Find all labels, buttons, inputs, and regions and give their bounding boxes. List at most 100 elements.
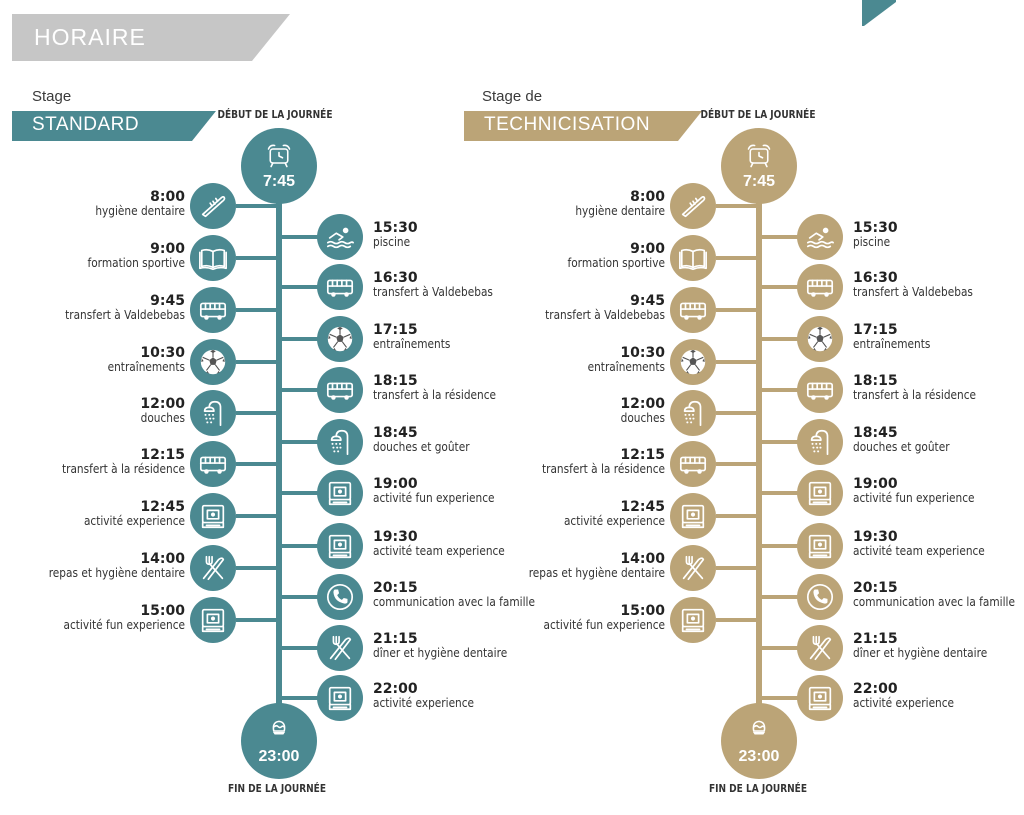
bus-icon	[317, 367, 363, 413]
shower-icon	[190, 390, 236, 436]
schedule-item: 10:30 entraînements	[0, 346, 185, 373]
timeline-branch	[716, 256, 759, 260]
timeline-branch	[716, 618, 759, 622]
timeline-branch	[716, 308, 759, 312]
schedule-time: 16:30	[853, 270, 898, 286]
swimmer-icon	[797, 214, 843, 260]
phone-icon	[317, 574, 363, 620]
schedule-time: 8:00	[630, 189, 665, 205]
timeline-branch	[759, 440, 820, 444]
schedule-label: piscine	[373, 234, 411, 249]
schedule-item: 12:15 transfert à la résidence	[0, 448, 185, 475]
timeline-branch	[236, 256, 279, 260]
schedule-time: 14:00	[620, 551, 665, 567]
timeline-branch	[759, 285, 820, 289]
schedule-label: hygiène dentaire	[575, 203, 665, 218]
schedule-item: 19:30 activité team experience	[373, 530, 573, 557]
schedule-label: douches et goûter	[853, 439, 950, 454]
schedule-time: 16:30	[373, 270, 418, 286]
schedule-time: 20:15	[373, 580, 418, 596]
camera-icon	[670, 597, 716, 643]
schedule-label: entraînements	[107, 359, 185, 374]
schedule-item: 16:30 transfert à Valdebebas	[373, 271, 573, 298]
schedule-label: communication avec la famille	[373, 594, 535, 609]
bus-icon	[190, 441, 236, 487]
timeline-axis	[276, 166, 282, 741]
schedule-time: 19:30	[373, 529, 418, 545]
schedule-time: 14:00	[140, 551, 185, 567]
day-end-label: FIN DE LA JOURNÉE	[708, 782, 808, 795]
schedule-label: transfert à Valdebebas	[65, 307, 185, 322]
alarm-clock-icon	[265, 142, 293, 175]
bus-icon	[670, 441, 716, 487]
schedule-item: 15:00 activité fun experience	[0, 604, 185, 631]
stage-banner: TECHNICISATION	[464, 111, 702, 141]
day-start-time: 7:45	[262, 172, 296, 190]
schedule-time: 15:30	[373, 220, 418, 236]
timeline-branch	[236, 308, 279, 312]
timeline-branch	[279, 388, 340, 392]
schedule-time: 10:30	[620, 345, 665, 361]
camera-icon	[797, 470, 843, 516]
day-start-circle: 7:45	[721, 128, 797, 204]
schedule-label: douches	[140, 410, 185, 425]
fork-knife-icon	[670, 545, 716, 591]
schedule-time: 9:00	[150, 241, 185, 257]
stage-banner: STANDARD	[12, 111, 216, 141]
stage-name: STANDARD	[32, 114, 140, 135]
book-icon	[670, 235, 716, 281]
timeline-branch	[759, 544, 820, 548]
schedule-time: 12:00	[140, 396, 185, 412]
schedule-time: 18:15	[853, 373, 898, 389]
timeline-branch	[759, 337, 820, 341]
schedule-item: 15:30 piscine	[853, 221, 1024, 248]
schedule-time: 18:15	[373, 373, 418, 389]
schedule-label: activité experience	[373, 695, 475, 710]
schedule-time: 15:00	[140, 603, 185, 619]
schedule-label: dîner et hygiène dentaire	[853, 645, 988, 660]
shower-icon	[670, 390, 716, 436]
schedule-label: douches et goûter	[373, 439, 470, 454]
fork-knife-icon	[317, 625, 363, 671]
schedule-item: 18:15 transfert à la résidence	[853, 374, 1024, 401]
timeline-branch	[716, 566, 759, 570]
day-end-circle: 23:00	[721, 703, 797, 779]
timeline-branch	[759, 235, 820, 239]
schedule-item: 22:00 activité experience	[373, 682, 573, 709]
timeline-branch	[279, 235, 340, 239]
day-start-label: DÉBUT DE LA JOURNÉE	[700, 108, 816, 121]
schedule-time: 15:00	[620, 603, 665, 619]
schedule-label: activité experience	[83, 513, 185, 528]
fork-knife-icon	[797, 625, 843, 671]
timeline-branch	[279, 646, 340, 650]
schedule-time: 12:15	[620, 447, 665, 463]
timeline-axis	[756, 166, 762, 741]
timeline-branch	[279, 285, 340, 289]
schedule-item: 19:00 activité fun experience	[373, 477, 573, 504]
timeline-branch	[716, 360, 759, 364]
camera-icon	[190, 597, 236, 643]
schedule-label: repas et hygiène dentaire	[528, 565, 665, 580]
timeline-branch	[759, 696, 820, 700]
schedule-label: communication avec la famille	[853, 594, 1015, 609]
lightbulb-icon	[745, 717, 773, 750]
schedule-item: 12:15 transfert à la résidence	[465, 448, 665, 475]
schedule-label: activité fun experience	[63, 617, 185, 632]
schedule-item: 18:45 douches et goûter	[853, 426, 1024, 453]
timeline-branch	[236, 514, 279, 518]
schedule-time: 8:00	[150, 189, 185, 205]
schedule-time: 12:00	[620, 396, 665, 412]
camera-icon	[190, 493, 236, 539]
timeline-branch	[236, 204, 279, 208]
schedule-item: 12:00 douches	[465, 397, 665, 424]
bus-icon	[797, 367, 843, 413]
corner-mark	[862, 0, 896, 31]
schedule-time: 22:00	[373, 681, 418, 697]
schedule-item: 14:00 repas et hygiène dentaire	[465, 552, 665, 579]
schedule-label: transfert à Valdebebas	[545, 307, 665, 322]
camera-icon	[317, 470, 363, 516]
schedule-time: 18:45	[373, 425, 418, 441]
schedule-label: activité fun experience	[543, 617, 665, 632]
schedule-label: transfert à la résidence	[373, 387, 497, 402]
soccer-ball-icon	[797, 316, 843, 362]
